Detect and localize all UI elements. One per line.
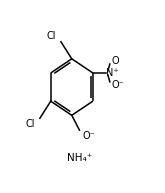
Text: Cl: Cl <box>46 31 56 41</box>
Text: N⁺: N⁺ <box>106 68 118 78</box>
Text: Cl: Cl <box>25 119 35 129</box>
Text: O: O <box>112 56 119 66</box>
Text: O⁻: O⁻ <box>112 80 124 90</box>
Text: NH₄⁺: NH₄⁺ <box>67 153 92 163</box>
Text: O⁻: O⁻ <box>83 131 95 141</box>
